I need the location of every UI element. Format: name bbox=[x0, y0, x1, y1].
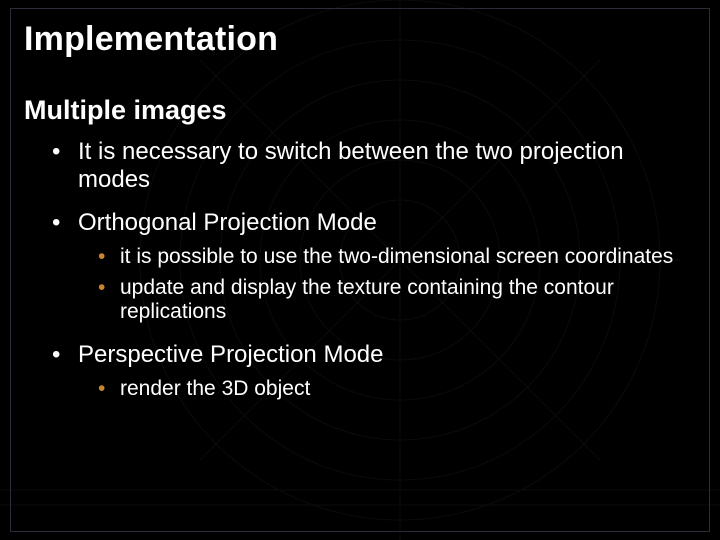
list-item-text: it is possible to use the two-dimensiona… bbox=[120, 245, 673, 268]
slide: Implementation Multiple images It is nec… bbox=[0, 0, 720, 540]
list-item: Perspective Projection Mode render the 3… bbox=[52, 341, 696, 401]
list-item: render the 3D object bbox=[98, 377, 696, 402]
list-item: it is possible to use the two-dimensiona… bbox=[98, 245, 696, 270]
list-item: It is necessary to switch between the tw… bbox=[52, 138, 696, 193]
bullet-list: It is necessary to switch between the tw… bbox=[52, 138, 696, 401]
slide-title: Implementation bbox=[24, 20, 696, 59]
list-item-text: update and display the texture containin… bbox=[120, 276, 614, 324]
list-item-text: It is necessary to switch between the tw… bbox=[78, 138, 624, 193]
sub-bullet-list: render the 3D object bbox=[98, 377, 696, 402]
list-item: Orthogonal Projection Mode it is possibl… bbox=[52, 209, 696, 325]
slide-content: Implementation Multiple images It is nec… bbox=[24, 16, 696, 524]
list-item-text: Orthogonal Projection Mode bbox=[78, 209, 377, 236]
list-item-text: Perspective Projection Mode bbox=[78, 341, 383, 368]
sub-bullet-list: it is possible to use the two-dimensiona… bbox=[98, 245, 696, 325]
slide-subtitle: Multiple images bbox=[24, 95, 696, 126]
list-item-text: render the 3D object bbox=[120, 377, 310, 400]
list-item: update and display the texture containin… bbox=[98, 276, 696, 326]
